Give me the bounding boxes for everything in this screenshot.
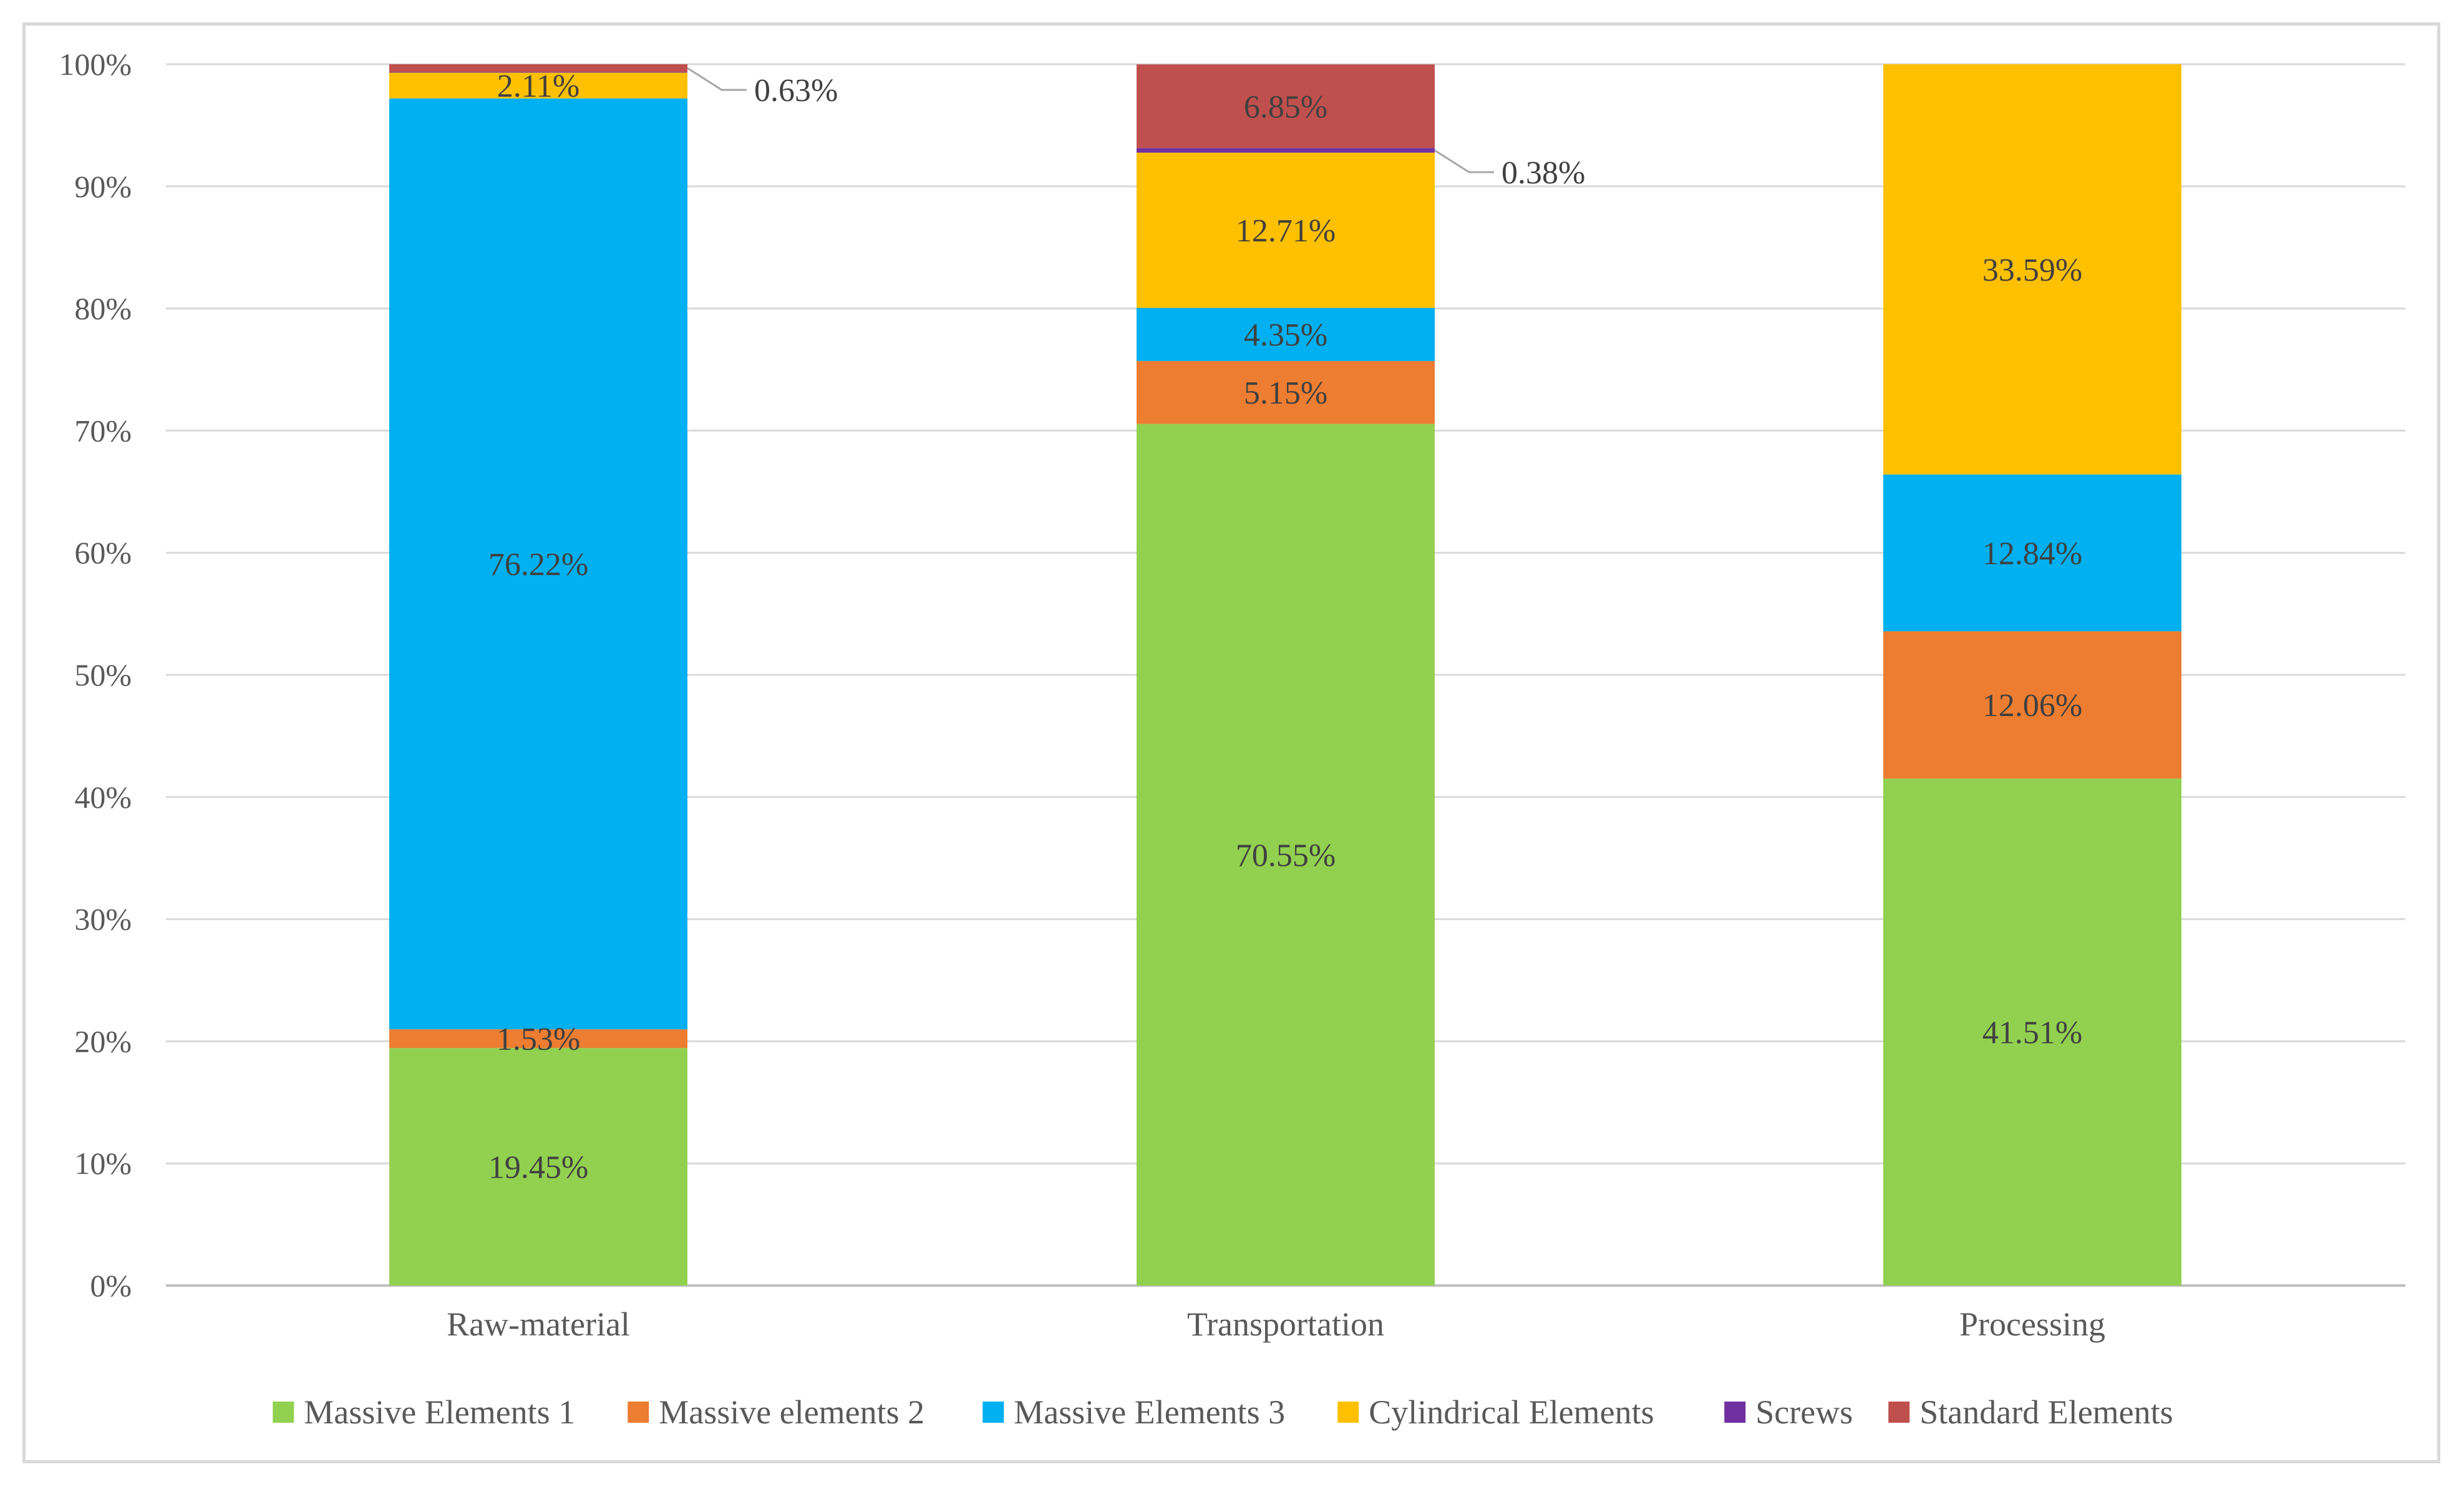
data-label: 19.45% bbox=[488, 1150, 588, 1186]
legend-item: Standard Elements bbox=[1888, 1393, 2173, 1431]
data-label: 5.15% bbox=[1244, 375, 1327, 411]
legend-label: Screws bbox=[1755, 1393, 1853, 1431]
legend-label: Cylindrical Elements bbox=[1369, 1393, 1654, 1431]
data-labels: 19.45% 1.53% 76.22% 2.11% 0.63% 70.55% 5.15% 4.… bbox=[488, 67, 2082, 1186]
legend-swatch bbox=[1888, 1402, 1910, 1423]
x-category-label: Transportation bbox=[1187, 1305, 1384, 1343]
y-tick-label: 80% bbox=[74, 291, 132, 326]
legend-swatch bbox=[1724, 1402, 1746, 1423]
bar-segment bbox=[389, 72, 687, 99]
legend-swatch bbox=[982, 1402, 1004, 1423]
bar-segment bbox=[1137, 148, 1435, 153]
bar-segment bbox=[1883, 631, 2181, 779]
y-tick-label: 30% bbox=[74, 902, 132, 937]
bar-segment bbox=[389, 98, 687, 1030]
legend-label: Massive Elements 1 bbox=[304, 1393, 575, 1431]
data-label: 6.85% bbox=[1244, 89, 1327, 125]
bar-segment bbox=[389, 64, 687, 72]
leader-line bbox=[687, 67, 747, 91]
data-label: 12.06% bbox=[1982, 688, 2082, 724]
x-category-label: Raw-material bbox=[447, 1305, 630, 1343]
legend-label: Standard Elements bbox=[1919, 1393, 2173, 1431]
bar-segment bbox=[1883, 474, 2181, 632]
data-label: 12.84% bbox=[1982, 536, 2082, 571]
legend-label: Massive elements 2 bbox=[659, 1393, 924, 1431]
y-axis: 0% 10% 20% 30% 40% 50% 60% 70% 80% 90% 100% bbox=[59, 47, 132, 1303]
legend-swatch bbox=[273, 1402, 294, 1423]
bar-segment bbox=[1137, 64, 1435, 148]
legend-item: Massive Elements 1 bbox=[273, 1393, 575, 1431]
bar-segment bbox=[1883, 64, 2181, 475]
y-tick-label: 70% bbox=[74, 413, 132, 448]
y-tick-label: 50% bbox=[74, 657, 132, 692]
legend-item: Massive elements 2 bbox=[628, 1393, 924, 1431]
leader-line bbox=[1434, 149, 1494, 173]
stacked-percent-bar-chart: 0% 10% 20% 30% 40% 50% 60% 70% 80% 90% 100% 19.45%… bbox=[59, 47, 2405, 1431]
data-label: 0.38% bbox=[1501, 155, 1585, 191]
data-label: 70.55% bbox=[1236, 838, 1336, 873]
data-label: 0.63% bbox=[754, 73, 838, 109]
bar-segment bbox=[1137, 424, 1435, 1286]
x-category-label: Processing bbox=[1959, 1305, 2105, 1343]
data-label: 2.11% bbox=[497, 69, 580, 104]
x-axis: Raw-material Transportation Processing bbox=[447, 1305, 2105, 1343]
bar-segment bbox=[389, 1048, 687, 1286]
data-label: 41.51% bbox=[1982, 1015, 2082, 1051]
y-tick-label: 0% bbox=[90, 1268, 132, 1303]
data-label: 12.71% bbox=[1236, 213, 1336, 249]
legend: Massive Elements 1 Massive elements 2 Mass… bbox=[273, 1393, 2173, 1431]
y-tick-label: 40% bbox=[74, 780, 132, 815]
y-tick-label: 60% bbox=[74, 535, 132, 570]
bar-segment bbox=[1137, 308, 1435, 361]
y-tick-label: 90% bbox=[74, 169, 132, 204]
legend-swatch bbox=[1337, 1402, 1359, 1423]
data-label: 33.59% bbox=[1982, 253, 2082, 288]
y-tick-label: 20% bbox=[74, 1024, 132, 1058]
chart-frame: 0% 10% 20% 30% 40% 50% 60% 70% 80% 90% 100% 19.45%… bbox=[22, 22, 2440, 1463]
legend-label: Massive Elements 3 bbox=[1014, 1393, 1285, 1431]
legend-item: Cylindrical Elements bbox=[1337, 1393, 1654, 1431]
bar-segment bbox=[389, 1029, 687, 1049]
legend-item: Screws bbox=[1724, 1393, 1853, 1431]
data-label: 1.53% bbox=[497, 1022, 580, 1057]
legend-swatch bbox=[628, 1402, 649, 1423]
y-tick-label: 100% bbox=[59, 47, 132, 82]
y-tick-label: 10% bbox=[74, 1146, 132, 1181]
data-label: 76.22% bbox=[488, 547, 588, 583]
bar-segment bbox=[1883, 778, 2181, 1286]
bar-segment bbox=[1137, 152, 1435, 308]
legend-item: Massive Elements 3 bbox=[982, 1393, 1285, 1431]
bars bbox=[389, 64, 2181, 1286]
data-label: 4.35% bbox=[1244, 317, 1327, 353]
bar-segment bbox=[1137, 361, 1435, 424]
